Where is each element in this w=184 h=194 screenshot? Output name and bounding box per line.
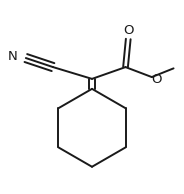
Text: O: O: [123, 24, 134, 37]
Text: N: N: [8, 50, 17, 63]
Text: O: O: [152, 73, 162, 86]
